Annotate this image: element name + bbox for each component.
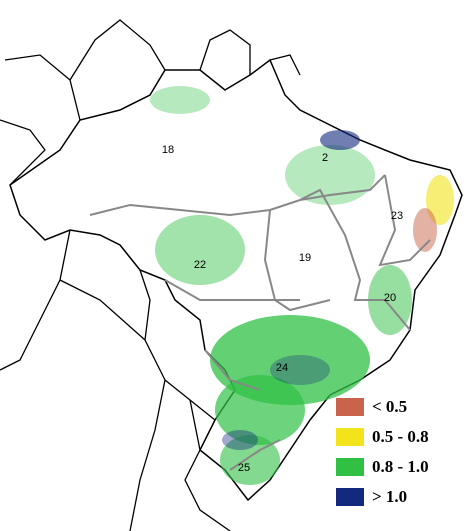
legend-label: > 1.0	[372, 487, 407, 506]
neighbor-borders	[0, 19, 301, 531]
legend-label: < 0.5	[372, 397, 407, 416]
country-outline	[9, 58, 463, 502]
region-label: 19	[299, 252, 311, 264]
legend-swatch	[336, 488, 364, 506]
vegetation-patches	[150, 86, 454, 485]
region-label: 22	[194, 259, 206, 271]
region-labels: 18 2 23 19 22 20 24 25	[162, 144, 403, 474]
region-label: 25	[238, 462, 250, 474]
region-label: 18	[162, 144, 174, 156]
legend-swatch	[336, 458, 364, 476]
region-label: 2	[322, 152, 328, 164]
legend-swatch	[336, 398, 364, 416]
region-borders	[89, 174, 431, 471]
legend-label: 0.5 - 0.8	[372, 427, 429, 446]
legend: < 0.5 0.5 - 0.8 0.8 - 1.0 > 1.0	[336, 397, 429, 506]
region-label: 20	[384, 292, 396, 304]
legend-label: 0.8 - 1.0	[372, 457, 429, 476]
legend-swatch	[336, 428, 364, 446]
region-label: 23	[391, 210, 403, 222]
region-label: 24	[276, 362, 288, 374]
